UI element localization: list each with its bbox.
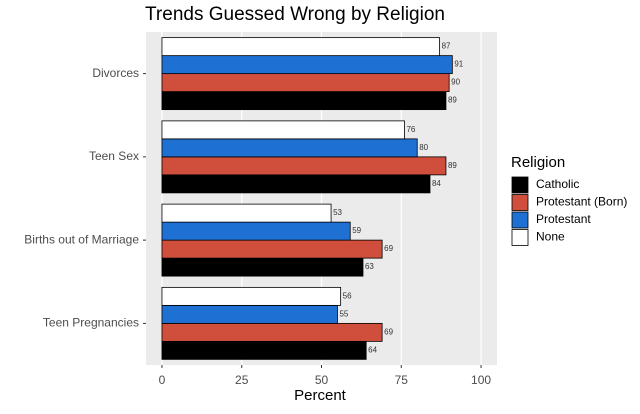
data-label: 56 (343, 291, 352, 300)
y-tick-label: Births out of Marriage (24, 232, 139, 246)
bar (161, 91, 447, 111)
x-axis-title: Percent (294, 387, 347, 404)
bar (161, 304, 338, 324)
bar (161, 322, 383, 342)
bar (161, 55, 453, 75)
legend-key (511, 176, 529, 194)
bar (161, 286, 342, 306)
data-label: 69 (384, 327, 393, 336)
legend-label: Protestant (Born) (536, 195, 627, 209)
data-label: 53 (333, 208, 342, 217)
y-tick-label: Divorces (92, 66, 139, 80)
bar (161, 120, 405, 140)
bar (161, 174, 431, 194)
legend-key (511, 211, 529, 229)
data-label: 80 (419, 143, 428, 152)
legend-key (511, 229, 529, 246)
legend-title: Religion (511, 154, 565, 171)
legend-label: Catholic (536, 177, 579, 191)
data-label: 84 (432, 179, 441, 188)
data-label: 55 (339, 309, 348, 318)
bar (161, 221, 351, 241)
bar (161, 239, 383, 259)
x-tick-label: 75 (395, 373, 409, 387)
data-label: 59 (352, 226, 361, 235)
data-label: 87 (442, 42, 451, 51)
bar (161, 73, 450, 93)
legend-label: None (536, 230, 565, 244)
bar (161, 156, 447, 176)
data-label: 64 (368, 345, 377, 354)
bar (161, 340, 367, 360)
y-tick-label: Teen Pregnancies (43, 316, 139, 330)
data-label: 89 (448, 161, 457, 170)
data-label: 69 (384, 244, 393, 253)
data-label: 90 (451, 78, 460, 87)
bar (161, 37, 440, 57)
bar (161, 257, 364, 277)
data-label: 76 (406, 125, 415, 134)
x-tick-label: 25 (235, 373, 249, 387)
data-label: 89 (448, 96, 457, 105)
data-label: 63 (365, 262, 374, 271)
legend-key (511, 194, 529, 211)
bar (161, 138, 418, 158)
x-tick-label: 100 (471, 373, 491, 387)
bar (161, 203, 332, 223)
x-tick-label: 50 (315, 373, 329, 387)
chart-title: Trends Guessed Wrong by Religion (145, 4, 445, 25)
data-label: 91 (454, 60, 463, 69)
legend-label: Protestant (536, 212, 591, 226)
y-tick-label: Teen Sex (89, 149, 139, 163)
x-tick-label: 0 (159, 373, 166, 387)
